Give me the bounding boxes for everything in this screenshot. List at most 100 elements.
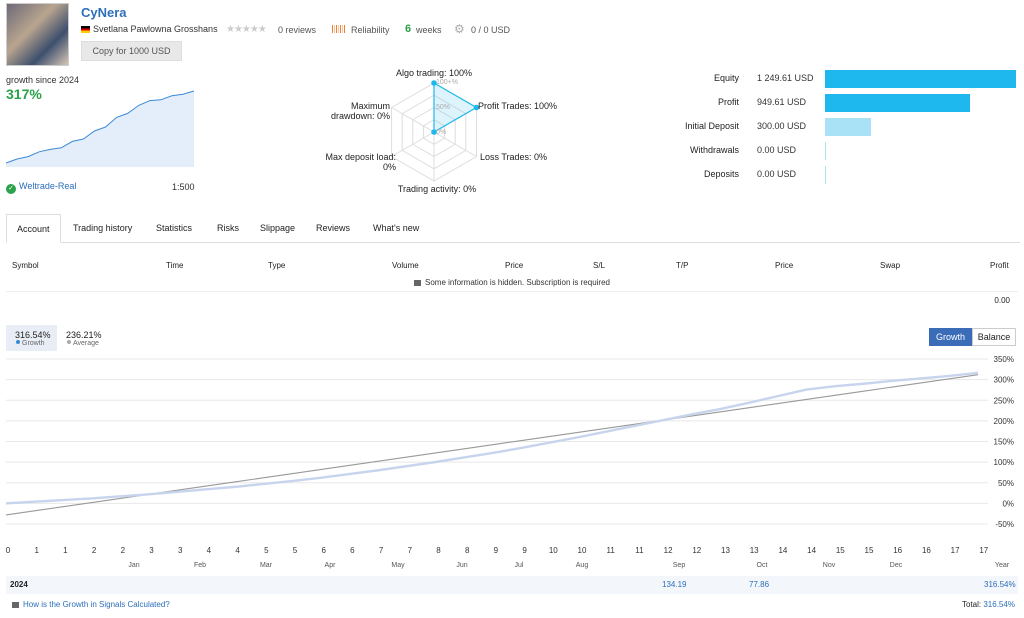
verified-check-icon: ✓ <box>6 184 16 194</box>
y-tick-label: 50% <box>998 479 1014 488</box>
y-tick-label: -50% <box>995 520 1014 529</box>
financial-value: 0.00 USD <box>757 145 797 155</box>
legend-growth[interactable]: 316.54% Growth <box>6 325 57 351</box>
x-tick-label: 16 <box>922 546 931 555</box>
radar-scale-50: 50% <box>436 104 450 111</box>
author-avatar[interactable] <box>6 3 69 66</box>
x-tick-label: 10 <box>578 546 587 555</box>
y-tick-label: 150% <box>994 438 1014 447</box>
x-tick-label: 15 <box>836 546 845 555</box>
radar-scale-100: 100+% <box>436 79 458 86</box>
broker-name: Weltrade-Real <box>19 181 77 191</box>
faq-link[interactable]: How is the Growth in Signals Calculated? <box>12 600 170 609</box>
tab-bar: Account Trading history Statistics Risks Sli… <box>6 214 1020 243</box>
x-tick-label: 17 <box>979 546 988 555</box>
reviews-count[interactable]: 0 reviews <box>278 25 317 35</box>
column-header-t-p[interactable]: T/P <box>676 261 689 270</box>
legend-growth-value: 316.54% <box>15 330 51 340</box>
year-summary-row: 2024 134.19 77.86 316.54% <box>6 576 1018 594</box>
x-tick-label: 6 <box>350 546 355 555</box>
tab-account[interactable]: Account <box>6 214 61 243</box>
signal-title[interactable]: CyNera <box>81 5 127 20</box>
radar-axis <box>391 107 435 133</box>
year-total-value: 316.54% <box>984 580 1016 589</box>
x-tick-label: 9 <box>494 546 499 555</box>
column-header-price[interactable]: Price <box>505 261 524 270</box>
radar-label-activity: Trading activity: 0% <box>397 184 477 194</box>
financial-bar <box>825 70 1016 88</box>
info-icon <box>12 602 19 608</box>
column-header-type[interactable]: Type <box>268 261 286 270</box>
x-tick-label: 6 <box>321 546 326 555</box>
footer-total-label: Total: <box>962 600 982 609</box>
author-name[interactable]: Svetlana Pawlowna Grosshans <box>81 24 218 34</box>
financial-label: Withdrawals <box>689 145 739 155</box>
month-label: Dec <box>890 562 903 569</box>
financial-bar <box>825 142 826 160</box>
y-tick-label: 300% <box>994 376 1014 385</box>
y-tick-label: 0% <box>1002 499 1014 508</box>
growth-dot-icon <box>16 340 20 344</box>
month-label: Feb <box>194 562 206 569</box>
tab-trading-history[interactable]: Trading history <box>73 223 133 233</box>
financial-bar <box>825 166 826 184</box>
reliability-label: Reliability <box>351 25 390 35</box>
x-tick-label: 8 <box>436 546 441 555</box>
financial-label: Initial Deposit <box>684 121 739 131</box>
faq-text: How is the Growth in Signals Calculated? <box>23 600 170 609</box>
column-header-s-l[interactable]: S/L <box>593 261 606 270</box>
average-dot-icon <box>67 340 71 344</box>
x-tick-label: 12 <box>664 546 673 555</box>
financial-value: 300.00 USD <box>757 121 807 131</box>
year-oct-value: 77.86 <box>749 580 770 589</box>
column-header-volume[interactable]: Volume <box>392 261 419 270</box>
x-tick-label: 3 <box>149 546 154 555</box>
financial-label: Deposits <box>703 169 739 179</box>
column-header-symbol[interactable]: Symbol <box>12 261 39 270</box>
financial-bar <box>825 94 971 112</box>
deposit-load-text: Max deposit load: <box>325 152 396 162</box>
month-label: May <box>391 562 405 569</box>
x-tick-label: 5 <box>293 546 298 555</box>
y-tick-label: 200% <box>994 417 1014 426</box>
year-sep-value: 134.19 <box>662 580 687 589</box>
x-tick-label: 15 <box>865 546 874 555</box>
tab-risks[interactable]: Risks <box>217 223 239 233</box>
radar-axis <box>391 131 435 157</box>
radar-point <box>473 104 480 111</box>
column-header-price[interactable]: Price <box>775 261 794 270</box>
y-tick-label: 250% <box>994 396 1014 405</box>
x-tick-label: 13 <box>721 546 730 555</box>
legend-average-value[interactable]: 236.21% <box>66 330 102 340</box>
balance-button[interactable]: Balance <box>972 328 1016 346</box>
tab-slippage[interactable]: Slippage <box>260 223 296 233</box>
tab-reviews[interactable]: Reviews <box>316 223 351 233</box>
month-label: Year <box>995 562 1010 569</box>
radar-shape <box>433 81 478 134</box>
copy-button[interactable]: Copy for 1000 USD <box>81 41 182 61</box>
deposit-load-value: 0% <box>382 162 396 172</box>
tab-statistics[interactable]: Statistics <box>156 223 193 233</box>
month-label: Oct <box>757 562 768 569</box>
drawdown-value: drawdown: 0% <box>330 111 390 121</box>
radar-axis <box>433 131 477 157</box>
growth-button[interactable]: Growth <box>929 328 972 346</box>
x-tick-label: 3 <box>178 546 183 555</box>
column-header-swap[interactable]: Swap <box>880 261 901 270</box>
radar-scale-0: 0% <box>436 129 446 136</box>
x-tick-label: 8 <box>465 546 470 555</box>
broker-link[interactable]: ✓ Weltrade-Real <box>6 181 76 194</box>
rating-stars-icon: ★★★★★ <box>226 24 267 35</box>
x-tick-label: 2 <box>92 546 97 555</box>
year-label: 2024 <box>10 580 28 589</box>
footer-total-value: 316.54% <box>983 600 1015 609</box>
x-tick-label: 4 <box>235 546 240 555</box>
radar-label-drawdown: Maximum drawdown: 0% <box>320 101 390 121</box>
x-tick-label: 14 <box>778 546 787 555</box>
tab-what-s-new[interactable]: What's new <box>373 223 420 233</box>
column-header-time[interactable]: Time <box>166 261 184 270</box>
x-tick-label: 14 <box>807 546 816 555</box>
column-header-profit[interactable]: Profit <box>990 261 1009 270</box>
radar-svg: 100+% 50% 0% <box>391 79 480 182</box>
